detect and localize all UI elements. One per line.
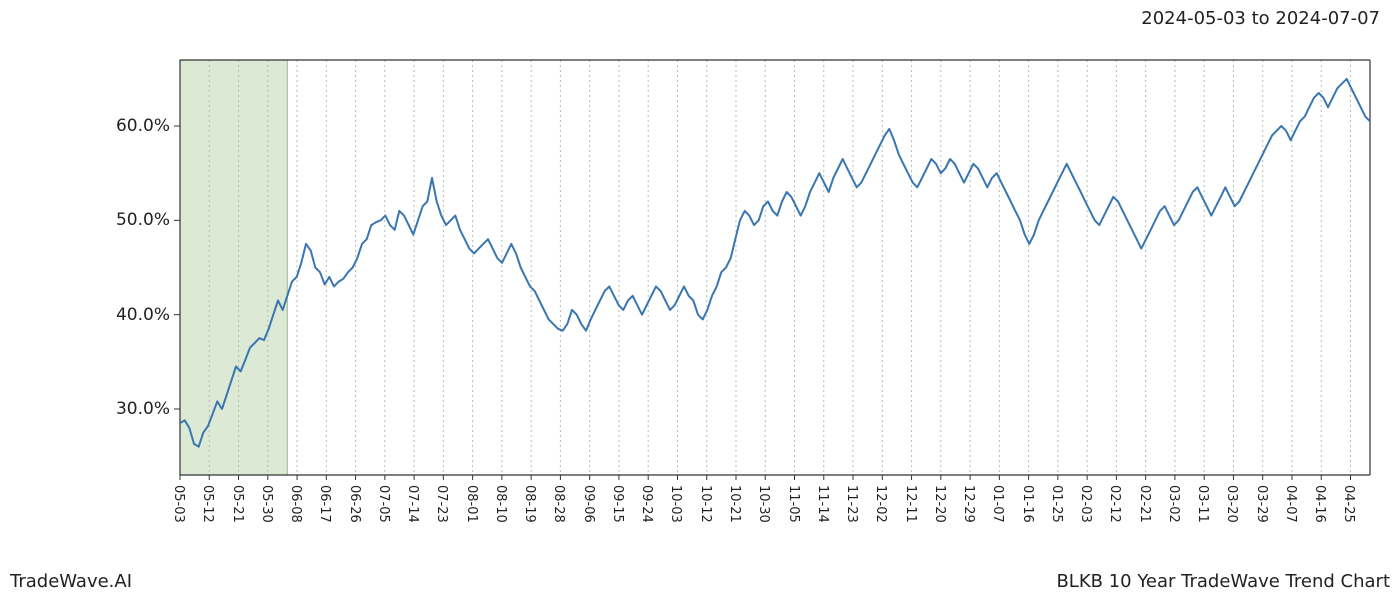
x-tick-label: 03-02 xyxy=(1166,485,1181,523)
y-tick-label: 40.0% xyxy=(20,305,170,325)
x-tick-label: 12-11 xyxy=(903,485,918,523)
x-tick-label: 10-30 xyxy=(756,485,771,523)
x-tick-label: 08-19 xyxy=(522,485,537,523)
x-tick-label: 01-25 xyxy=(1049,485,1064,523)
x-tick-label: 06-17 xyxy=(317,485,332,523)
x-tick-label: 03-20 xyxy=(1224,485,1239,523)
y-tick-label: 60.0% xyxy=(20,116,170,136)
x-tick-label: 03-29 xyxy=(1254,485,1269,523)
x-tick-label: 02-03 xyxy=(1078,485,1093,523)
highlight-band xyxy=(180,60,287,475)
x-tick-label: 08-10 xyxy=(493,485,508,523)
x-tick-label: 05-03 xyxy=(171,485,186,523)
x-tick-label: 10-03 xyxy=(668,485,683,523)
x-tick-label: 06-26 xyxy=(347,485,362,523)
x-tick-label: 02-12 xyxy=(1107,485,1122,523)
x-tick-label: 09-15 xyxy=(610,485,625,523)
y-tick-label: 30.0% xyxy=(20,399,170,419)
x-tick-label: 05-21 xyxy=(230,485,245,523)
x-tick-label: 11-23 xyxy=(844,485,859,523)
trend-line xyxy=(180,79,1370,447)
x-tick-label: 10-21 xyxy=(727,485,742,523)
x-tick-label: 11-05 xyxy=(786,485,801,523)
x-tick-label: 10-12 xyxy=(698,485,713,523)
x-tick-label: 04-16 xyxy=(1312,485,1327,523)
x-tick-label: 02-21 xyxy=(1137,485,1152,523)
x-tick-label: 08-01 xyxy=(464,485,479,523)
x-tick-label: 12-20 xyxy=(932,485,947,523)
x-tick-label: 07-14 xyxy=(405,485,420,523)
x-tick-label: 11-14 xyxy=(815,485,830,523)
x-tick-label: 06-08 xyxy=(288,485,303,523)
x-tick-label: 12-29 xyxy=(961,485,976,523)
x-tick-label: 05-30 xyxy=(259,485,274,523)
x-tick-label: 01-07 xyxy=(990,485,1005,523)
chart-container: { "header": { "date_range": "2024-05-03 … xyxy=(0,0,1400,600)
x-tick-label: 12-02 xyxy=(873,485,888,523)
x-tick-label: 07-05 xyxy=(376,485,391,523)
x-tick-label: 01-16 xyxy=(1020,485,1035,523)
x-tick-label: 07-23 xyxy=(434,485,449,523)
x-tick-label: 03-11 xyxy=(1195,485,1210,523)
x-tick-label: 09-06 xyxy=(581,485,596,523)
x-tick-label: 05-12 xyxy=(200,485,215,523)
x-tick-label: 09-24 xyxy=(639,485,654,523)
y-tick-label: 50.0% xyxy=(20,210,170,230)
x-tick-label: 08-28 xyxy=(551,485,566,523)
x-tick-label: 04-07 xyxy=(1283,485,1298,523)
x-tick-label: 04-25 xyxy=(1341,485,1356,523)
